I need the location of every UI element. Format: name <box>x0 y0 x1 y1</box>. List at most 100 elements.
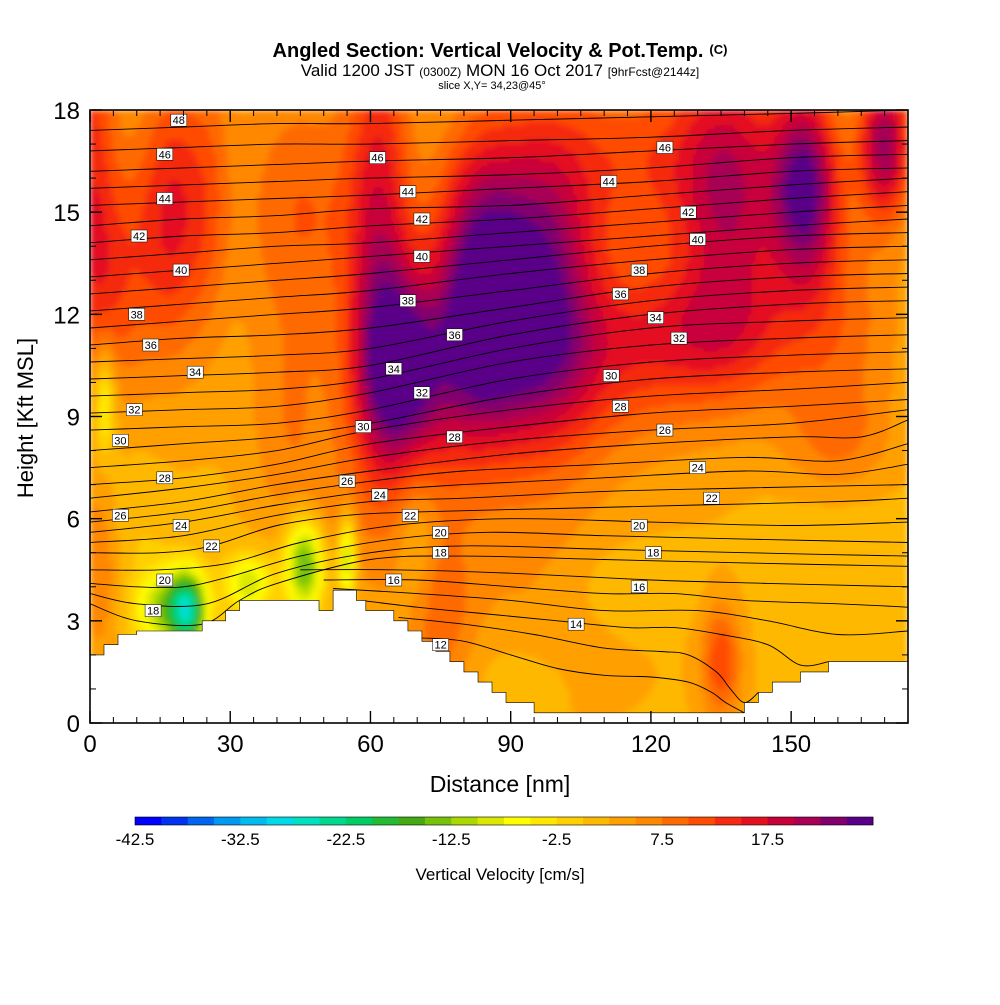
colorbar-swatch <box>293 817 320 825</box>
contour-label: 22 <box>703 491 720 505</box>
contour-label-text: 44 <box>603 177 615 189</box>
contour-label-text: 34 <box>388 364 400 376</box>
colorbar-swatch <box>767 817 795 825</box>
contour-label-text: 34 <box>189 367 201 379</box>
isentrope-17 <box>300 569 908 588</box>
colorbar-swatch <box>741 817 768 825</box>
contour-label: 40 <box>172 263 190 277</box>
contour-label: 22 <box>203 539 220 553</box>
contour-label-text: 40 <box>175 265 187 277</box>
chart-title-text: Angled Section: Vertical Velocity & Pot.… <box>273 40 704 62</box>
chart-subtitle: Valid 1200 JST (0300Z) MON 16 Oct 2017 [… <box>301 61 700 80</box>
isentrope-16 <box>323 579 908 608</box>
terrain-mask <box>90 589 908 723</box>
isentrope-28 <box>90 399 908 486</box>
isentrope-40 <box>90 218 908 278</box>
colorbar-tick-label: 17.5 <box>751 830 784 849</box>
contour-label-text: 42 <box>416 214 428 226</box>
contour-label: 38 <box>399 294 417 308</box>
colorbar-swatch <box>372 817 399 825</box>
isentrope-42 <box>90 191 908 244</box>
colorbar-swatch <box>240 817 268 825</box>
contour-label: 36 <box>446 328 463 342</box>
contour-label: 16 <box>385 573 403 587</box>
contour-label-text: 38 <box>131 309 143 321</box>
colorbar-swatch <box>398 817 426 825</box>
contour-label-text: 28 <box>614 401 626 413</box>
contour-label: 24 <box>371 488 389 502</box>
contour-label-text: 12 <box>434 640 446 652</box>
contour-label-text: 36 <box>614 289 626 301</box>
colorbar-swatch <box>583 817 610 825</box>
contour-label-text: 18 <box>147 606 159 618</box>
contour-label-text: 24 <box>175 521 187 533</box>
contour-label: 40 <box>689 233 706 246</box>
isentrope-25 <box>90 443 908 523</box>
isentrope-21 <box>90 518 908 571</box>
colorbar-tick-label: -2.5 <box>542 830 571 849</box>
y-tick-label: 15 <box>53 200 80 227</box>
colorbar-swatch <box>662 817 689 825</box>
contour-label-text: 30 <box>114 435 126 447</box>
x-axis-label: Distance [nm] <box>430 771 571 797</box>
isentrope-41 <box>90 204 908 261</box>
x-tick-label: 0 <box>83 731 96 758</box>
colorbar-swatch <box>345 817 373 825</box>
contour-label: 18 <box>645 546 662 560</box>
chart-title: Angled Section: Vertical Velocity & Pot.… <box>273 40 728 62</box>
contour-label-text: 30 <box>357 422 369 434</box>
isentrope-34 <box>90 300 908 380</box>
isentrope-23 <box>90 484 908 543</box>
contour-label: 28 <box>446 430 463 444</box>
contour-label-text: 32 <box>416 388 428 400</box>
colorbar-swatch <box>504 817 531 825</box>
contour-label: 38 <box>630 263 648 277</box>
x-tick-label: 90 <box>497 731 524 758</box>
contour-label-text: 16 <box>388 575 400 587</box>
contour-label-text: 20 <box>159 575 171 587</box>
contour-label: 34 <box>647 311 664 325</box>
contour-label: 44 <box>156 192 174 206</box>
colorbar-swatch <box>609 817 637 825</box>
contour-label: 34 <box>385 362 403 376</box>
contour-label: 30 <box>355 420 372 434</box>
contour-label: 46 <box>369 151 386 165</box>
contour-label: 36 <box>612 287 629 301</box>
contour-label: 24 <box>689 461 706 475</box>
contour-label: 30 <box>112 434 129 447</box>
isentrope-35 <box>90 286 908 363</box>
contour-label-text: 40 <box>416 251 428 263</box>
contour-label-text: 46 <box>159 149 171 161</box>
contour-label-text: 22 <box>404 510 416 522</box>
contour-label: 32 <box>670 331 688 345</box>
isentrope-32 <box>90 334 908 414</box>
colorbar-swatch <box>266 817 294 825</box>
contour-label: 28 <box>156 471 174 485</box>
isentrope-44 <box>90 167 908 206</box>
isentrope-48 <box>90 110 908 131</box>
contour-label-text: 26 <box>659 425 671 437</box>
contour-label: 26 <box>338 474 356 488</box>
y-tick-label: 6 <box>67 507 80 534</box>
isentrope-37 <box>90 259 908 329</box>
isentrope-15 <box>333 588 908 636</box>
isentrope-47 <box>90 126 908 152</box>
isentrope-38 <box>90 245 908 312</box>
colorbar-swatch <box>135 817 162 825</box>
contour-label-text: 24 <box>692 463 704 475</box>
subtitle-main-a: Valid 1200 JST <box>301 61 419 80</box>
colorbar-tick-label: -42.5 <box>116 830 155 849</box>
colorbar-swatch <box>820 817 848 825</box>
y-axis-label: Height [Kft MSL] <box>13 338 38 498</box>
colorbar-swatch <box>214 817 241 825</box>
contour-label-text: 20 <box>434 527 446 539</box>
colorbar-swatch <box>187 817 215 825</box>
y-tick-label: 0 <box>67 711 80 738</box>
contour-label: 18 <box>432 546 449 560</box>
contour-label-text: 40 <box>692 234 704 246</box>
subtitle-main-b: MON 16 Oct 2017 <box>461 61 607 80</box>
contour-label: 30 <box>602 369 620 383</box>
subtitle-small-b: [9hrFcst@2144z] <box>608 65 700 79</box>
